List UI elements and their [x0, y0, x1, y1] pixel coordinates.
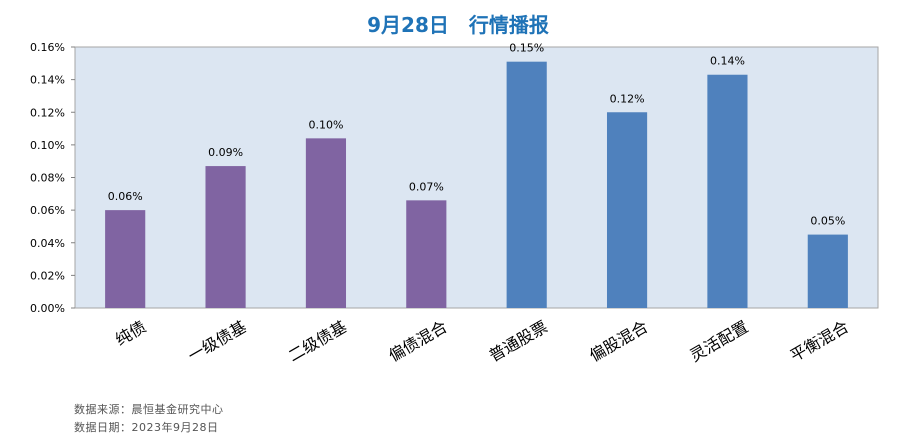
- data-date-note: 数据日期：2023年9月28日: [74, 421, 219, 434]
- chart-title: 9月28日 行情播报: [367, 13, 549, 37]
- y-tick-label: 0.06%: [30, 204, 65, 217]
- x-tick-label: 纯债: [112, 317, 149, 349]
- data-label: 0.12%: [610, 92, 645, 105]
- bar: [105, 210, 146, 308]
- x-axis: 纯债 一级债基 二级债基 偏债混合 普通股票 偏股混合 灵活配置 平衡混合: [112, 317, 852, 365]
- data-labels: 0.06% 0.09% 0.10% 0.07% 0.15% 0.12% 0.14% 0.05%: [108, 42, 846, 228]
- data-label: 0.07%: [409, 180, 444, 193]
- data-label: 0.09%: [208, 146, 243, 159]
- y-tick-label: 0.14%: [30, 74, 65, 87]
- bars: [105, 61, 848, 309]
- y-axis: 0.00% 0.02% 0.04% 0.06% 0.08% 0.10% 0.12% 0.14%…: [30, 41, 75, 315]
- data-label: 0.10%: [308, 118, 343, 131]
- x-tick-label: 平衡混合: [787, 317, 852, 365]
- bar: [205, 166, 246, 308]
- y-tick-label: 0.08%: [30, 172, 65, 185]
- bar: [807, 234, 848, 308]
- y-tick-label: 0.00%: [30, 302, 65, 315]
- bar: [606, 112, 648, 308]
- bar: [707, 74, 748, 308]
- x-tick-label: 一级债基: [185, 317, 250, 365]
- y-tick-label: 0.12%: [30, 106, 65, 119]
- x-tick-label: 偏股混合: [586, 317, 651, 365]
- x-tick-label: 偏债混合: [385, 317, 450, 365]
- x-tick-label: 灵活配置: [686, 317, 751, 365]
- y-tick-label: 0.04%: [30, 237, 65, 250]
- data-label: 0.06%: [108, 190, 143, 203]
- bar: [305, 138, 347, 308]
- plot-area: [74, 46, 879, 309]
- y-tick-label: 0.02%: [30, 269, 65, 282]
- y-tick-label: 0.10%: [30, 139, 65, 152]
- data-label: 0.05%: [810, 215, 845, 228]
- y-tick-label: 0.16%: [30, 41, 65, 54]
- data-label: 0.14%: [710, 55, 745, 68]
- bar: [406, 200, 447, 308]
- data-label: 0.15%: [509, 42, 544, 55]
- x-tick-label: 普通股票: [486, 317, 551, 365]
- x-tick-label: 二级债基: [285, 317, 350, 365]
- data-source-note: 数据来源：晨恒基金研究中心: [74, 403, 224, 416]
- bar: [506, 61, 547, 309]
